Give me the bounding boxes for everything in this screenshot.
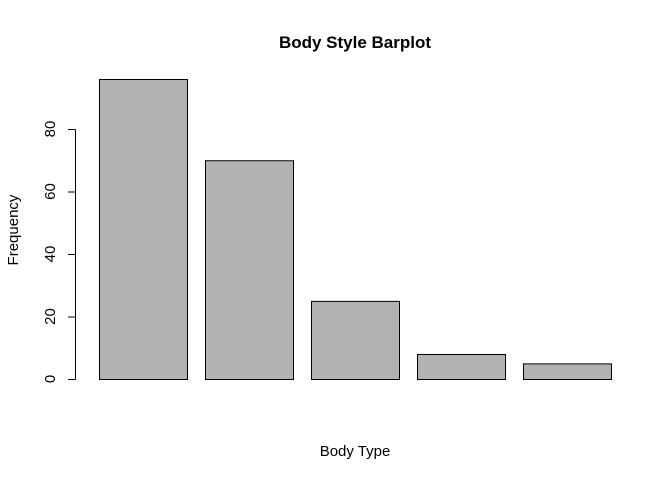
y-tick-label-80: 80: [42, 121, 59, 138]
bar-1: [99, 79, 188, 380]
bar-5: [523, 363, 612, 380]
y-tick-label-20: 20: [42, 308, 59, 325]
y-tick-label-40: 40: [42, 246, 59, 263]
x-axis-label: Body Type: [320, 443, 391, 460]
bar-4: [417, 354, 506, 380]
bars-group: [99, 79, 612, 380]
y-axis-label: Frequency: [5, 194, 22, 265]
y-tick-label-0: 0: [42, 375, 59, 383]
y-tick-label-60: 60: [42, 183, 59, 200]
chart-title: Body Style Barplot: [279, 33, 431, 52]
y-axis: 0 20 40 60 80: [42, 121, 76, 383]
bar-3: [311, 300, 400, 380]
bar-2: [205, 160, 294, 380]
